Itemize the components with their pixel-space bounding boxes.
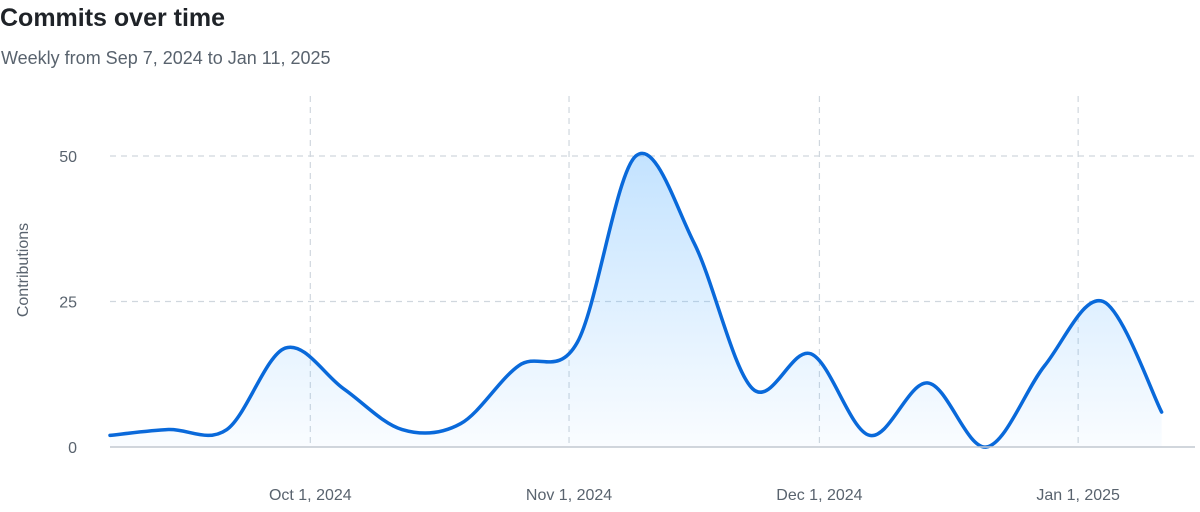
series-area [110, 153, 1162, 448]
data-point[interactable] [162, 424, 174, 436]
data-point[interactable] [1039, 360, 1051, 372]
data-point[interactable] [513, 360, 525, 372]
data-point[interactable] [747, 383, 759, 395]
data-point[interactable] [396, 424, 408, 436]
x-tick-label: Dec 1, 2024 [776, 487, 862, 504]
data-point[interactable] [104, 429, 116, 441]
data-point[interactable] [455, 418, 467, 430]
data-point[interactable] [1097, 296, 1109, 308]
data-point[interactable] [279, 342, 291, 354]
series-line [108, 151, 1164, 449]
data-point[interactable] [805, 348, 817, 360]
data-point[interactable] [688, 237, 700, 249]
x-tick-label: Oct 1, 2024 [269, 487, 352, 504]
data-point[interactable] [922, 377, 934, 389]
data-point[interactable] [221, 424, 233, 436]
chart-subtitle: Weekly from Sep 7, 2024 to Jan 11, 2025 [1, 48, 331, 68]
x-tick-label: Jan 1, 2025 [1036, 487, 1120, 504]
data-point[interactable] [864, 429, 876, 441]
y-tick-label: 0 [68, 440, 77, 457]
data-point[interactable] [630, 150, 642, 162]
data-point[interactable] [1156, 406, 1168, 418]
data-point[interactable] [338, 383, 350, 395]
y-axis-label: Contributions [15, 223, 32, 317]
y-tick-label: 25 [59, 295, 77, 312]
x-tick-label: Nov 1, 2024 [526, 487, 612, 504]
chart-title: Commits over time [0, 4, 226, 32]
data-point[interactable] [571, 336, 583, 348]
y-tick-label: 50 [59, 149, 77, 166]
